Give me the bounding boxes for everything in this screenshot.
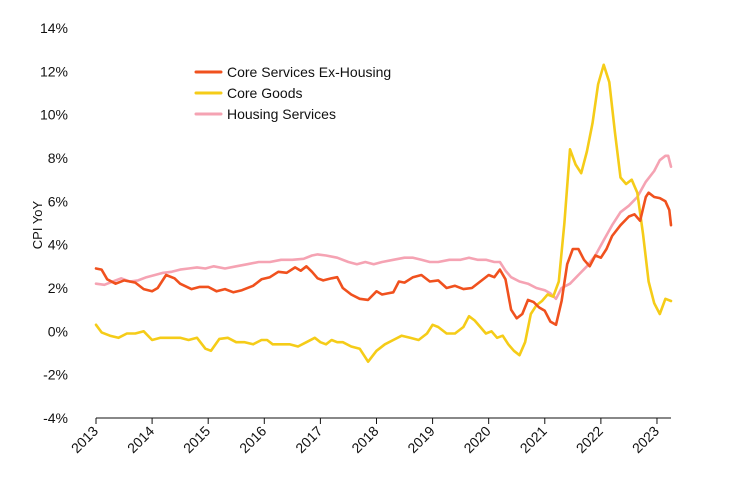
- y-axis-label: CPI YoY: [30, 200, 45, 249]
- y-tick-label: 2%: [48, 280, 68, 296]
- series-line-housing-services: [94, 154, 673, 301]
- y-tick-label: 12%: [40, 63, 68, 79]
- x-tick-label: 2015: [180, 423, 213, 456]
- y-tick-label: 6%: [48, 193, 68, 209]
- y-tick-label: 8%: [48, 150, 68, 166]
- x-tick-label: 2020: [460, 423, 493, 456]
- x-tick-label: 2014: [124, 423, 157, 456]
- x-tick-label: 2017: [292, 423, 325, 456]
- legend-label-core-goods: Core Goods: [227, 85, 302, 101]
- x-tick-label: 2019: [404, 423, 437, 456]
- x-tick-label: 2013: [68, 423, 101, 456]
- x-tick-label: 2018: [348, 423, 381, 456]
- x-tick-label: 2023: [629, 423, 662, 456]
- y-tick-label: -2%: [43, 367, 68, 383]
- x-tick-label: 2022: [573, 423, 606, 456]
- y-tick-label: 10%: [40, 107, 68, 123]
- legend-label-housing-services: Housing Services: [227, 106, 336, 122]
- y-tick-label: 4%: [48, 237, 68, 253]
- x-tick-label: 2016: [236, 423, 269, 456]
- series-line-core-goods: [94, 63, 673, 363]
- x-tick-label: 2021: [517, 423, 550, 456]
- y-tick-label: 14%: [40, 20, 68, 36]
- legend-label-core-services-ex-housing: Core Services Ex-Housing: [227, 64, 391, 80]
- y-tick-label: 0%: [48, 323, 68, 339]
- y-tick-label: -4%: [43, 410, 68, 426]
- legend: Core Services Ex-Housing Core Goods Housin…: [194, 64, 391, 122]
- series-line-core-services-ex-housing: [94, 191, 673, 327]
